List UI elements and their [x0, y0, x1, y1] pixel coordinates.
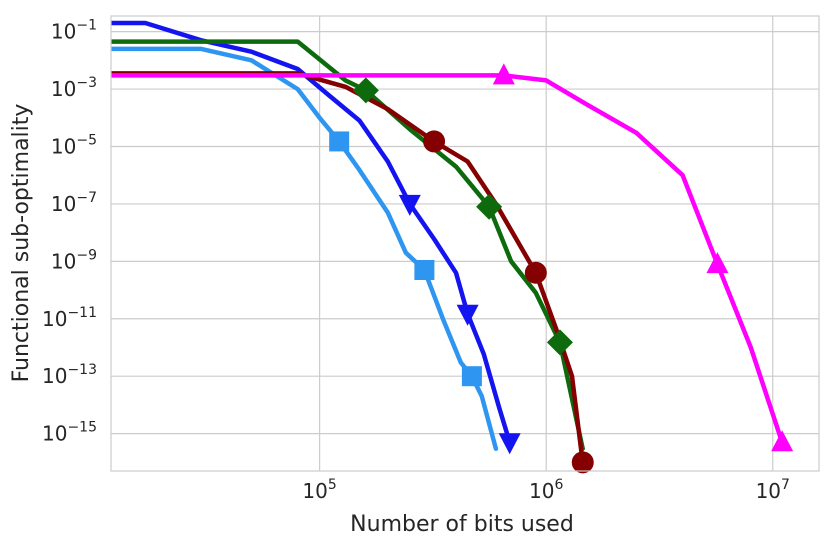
series-line	[111, 20, 512, 445]
series-group	[111, 20, 794, 474]
data-point-marker	[414, 259, 435, 280]
y-axis-label: Functional sub-optimality	[9, 104, 34, 383]
data-point-marker	[771, 430, 794, 452]
data-point-marker	[498, 433, 521, 455]
tick-labels: 105 106 107 10−1 10−3 10−5 10−7 10−9 10−11 10−13 1…	[42, 18, 790, 503]
data-point-marker	[329, 131, 350, 152]
x-tick-label: 106	[529, 477, 563, 503]
y-tick-label: 10−7	[51, 190, 97, 216]
data-point-marker	[398, 194, 421, 216]
x-axis-label: Number of bits used	[350, 512, 574, 537]
data-point-marker	[352, 77, 379, 104]
y-tick-label: 10−1	[51, 18, 97, 44]
plot-background	[111, 16, 819, 471]
data-point-marker	[571, 451, 594, 474]
data-point-marker	[476, 193, 503, 220]
y-tick-label: 10−9	[51, 247, 97, 273]
y-tick-label: 10−13	[42, 362, 97, 388]
data-point-marker	[492, 63, 515, 85]
y-tick-label: 10−3	[51, 75, 97, 101]
y-tick-label: 10−5	[51, 132, 97, 158]
data-point-marker	[546, 329, 573, 356]
plot-frame	[110, 15, 820, 472]
data-point-marker	[461, 366, 482, 387]
data-point-marker	[456, 304, 479, 326]
series-markers	[329, 63, 794, 474]
data-point-marker	[423, 130, 446, 153]
x-tick-label: 107	[756, 477, 790, 503]
data-point-marker	[524, 261, 547, 284]
x-tick-label: 105	[302, 477, 336, 503]
series-line	[111, 73, 785, 445]
y-tick-label: 10−15	[42, 420, 97, 446]
data-point-marker	[706, 252, 729, 274]
y-tick-label: 10−11	[42, 305, 97, 331]
